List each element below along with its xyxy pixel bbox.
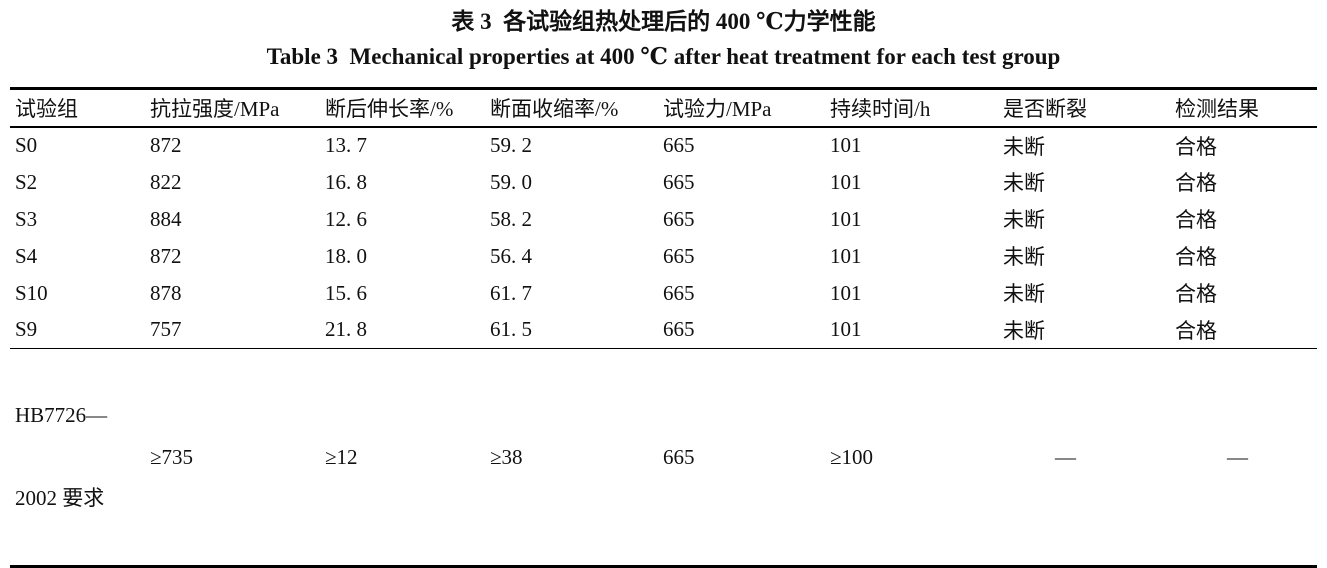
- header-area-reduction: 断面收缩率/%: [490, 96, 619, 121]
- cell-fracture-status: 未断: [1003, 171, 1045, 195]
- cell-test-force: 665: [663, 133, 695, 157]
- table-header: 试验组 抗拉强度/MPa 断后伸长率/% 断面收缩率/% 试验力/MPa 持续时…: [10, 89, 1317, 127]
- cell-test-group: S10: [15, 280, 48, 305]
- cell-result: 合格: [1175, 134, 1217, 159]
- table-title-zh: 表 3 各试验组热处理后的 400 ℃力学性能: [451, 9, 876, 34]
- cell-fracture-status: 未断: [1003, 134, 1045, 159]
- cell-elongation: 15. 6: [325, 280, 367, 305]
- cell-result: 合格: [1175, 208, 1217, 232]
- table-row: S9 757 21. 8 61. 5 665 101 未断 合格: [10, 312, 1317, 349]
- standard-year-label: 2002 要求: [15, 486, 105, 510]
- cell-test-force: 665: [663, 317, 695, 342]
- cell-duration: 101: [830, 169, 862, 194]
- cell-elongation: 16. 8: [325, 169, 367, 194]
- table-data-body: S0 872 13. 7 59. 2 665 101 未断 合格 S2 822 …: [10, 127, 1317, 349]
- header-duration: 持续时间/h: [830, 96, 931, 121]
- header-result: 检测结果: [1175, 96, 1259, 121]
- cell-standard-requirement: HB7726— 2002 要求: [10, 349, 150, 567]
- cell-elongation-req: ≥12: [325, 444, 358, 469]
- cell-area-reduction: 58. 2: [490, 206, 532, 231]
- cell-elongation: 12. 6: [325, 206, 367, 231]
- cell-tensile-strength: 822: [150, 169, 182, 194]
- cell-test-group: S3: [15, 206, 38, 231]
- header-row: 试验组 抗拉强度/MPa 断后伸长率/% 断面收缩率/% 试验力/MPa 持续时…: [10, 89, 1317, 127]
- cell-duration-req: ≥100: [830, 444, 874, 469]
- cell-test-force: 665: [663, 169, 695, 194]
- cell-test-force: 665: [663, 243, 695, 268]
- cell-area-reduction-req: ≥38: [490, 444, 523, 469]
- standard-number: HB7726—: [15, 403, 108, 427]
- cell-area-reduction: 59. 0: [490, 169, 532, 194]
- cell-tensile-strength: 872: [150, 243, 182, 268]
- cell-result-req: —: [1227, 444, 1248, 469]
- cell-elongation: 13. 7: [325, 133, 367, 157]
- cell-area-reduction: 59. 2: [490, 133, 532, 157]
- cell-area-reduction: 61. 7: [490, 280, 532, 305]
- cell-result: 合格: [1175, 318, 1217, 343]
- cell-duration: 101: [830, 317, 862, 342]
- cell-test-group: S9: [15, 317, 38, 342]
- cell-result: 合格: [1175, 245, 1217, 269]
- cell-area-reduction: 56. 4: [490, 243, 532, 268]
- cell-elongation: 21. 8: [325, 317, 367, 342]
- header-test-force: 试验力/MPa: [663, 96, 772, 121]
- table-title-en: Table 3 Mechanical properties at 400 ℃ a…: [266, 44, 1061, 69]
- requirement-row: HB7726— 2002 要求 ≥735 ≥12 ≥38 665 ≥100 — …: [10, 349, 1317, 567]
- requirement-body: HB7726— 2002 要求 ≥735 ≥12 ≥38 665 ≥100 — …: [10, 349, 1317, 567]
- cell-fracture-status: 未断: [1003, 245, 1045, 269]
- cell-test-group: S0: [15, 133, 38, 157]
- table-row: S10 878 15. 6 61. 7 665 101 未断 合格: [10, 275, 1317, 312]
- table-row: S4 872 18. 0 56. 4 665 101 未断 合格: [10, 238, 1317, 275]
- cell-tensile-strength: 884: [150, 206, 182, 231]
- cell-test-force: 665: [663, 280, 695, 305]
- cell-fracture-status-req: —: [1055, 444, 1076, 469]
- cell-area-reduction: 61. 5: [490, 317, 532, 342]
- cell-test-force: 665: [663, 206, 695, 231]
- table-row: S0 872 13. 7 59. 2 665 101 未断 合格: [10, 127, 1317, 164]
- cell-result: 合格: [1175, 282, 1217, 306]
- cell-result: 合格: [1175, 171, 1217, 195]
- cell-test-group: S2: [15, 169, 38, 194]
- header-fracture-status: 是否断裂: [1003, 96, 1087, 121]
- table-row: S3 884 12. 6 58. 2 665 101 未断 合格: [10, 201, 1317, 238]
- cell-tensile-strength: 872: [150, 133, 182, 157]
- cell-tensile-strength: 757: [150, 317, 182, 342]
- cell-fracture-status: 未断: [1003, 282, 1045, 306]
- cell-duration: 101: [830, 280, 862, 305]
- cell-duration: 101: [830, 243, 862, 268]
- cell-duration: 101: [830, 206, 862, 231]
- cell-test-group: S4: [15, 243, 38, 268]
- header-tensile-strength: 抗拉强度/MPa: [150, 96, 280, 121]
- cell-tensile-strength: 878: [150, 280, 182, 305]
- header-test-group: 试验组: [15, 96, 78, 121]
- cell-duration: 101: [830, 133, 862, 157]
- cell-test-force-req: 665: [663, 444, 695, 469]
- mechanical-properties-table: 试验组 抗拉强度/MPa 断后伸长率/% 断面收缩率/% 试验力/MPa 持续时…: [10, 87, 1317, 568]
- cell-tensile-strength-req: ≥735: [150, 444, 194, 469]
- cell-fracture-status: 未断: [1003, 208, 1045, 232]
- cell-fracture-status: 未断: [1003, 318, 1045, 343]
- cell-elongation: 18. 0: [325, 243, 367, 268]
- header-elongation: 断后伸长率/%: [325, 96, 454, 121]
- table-row: S2 822 16. 8 59. 0 665 101 未断 合格: [10, 164, 1317, 201]
